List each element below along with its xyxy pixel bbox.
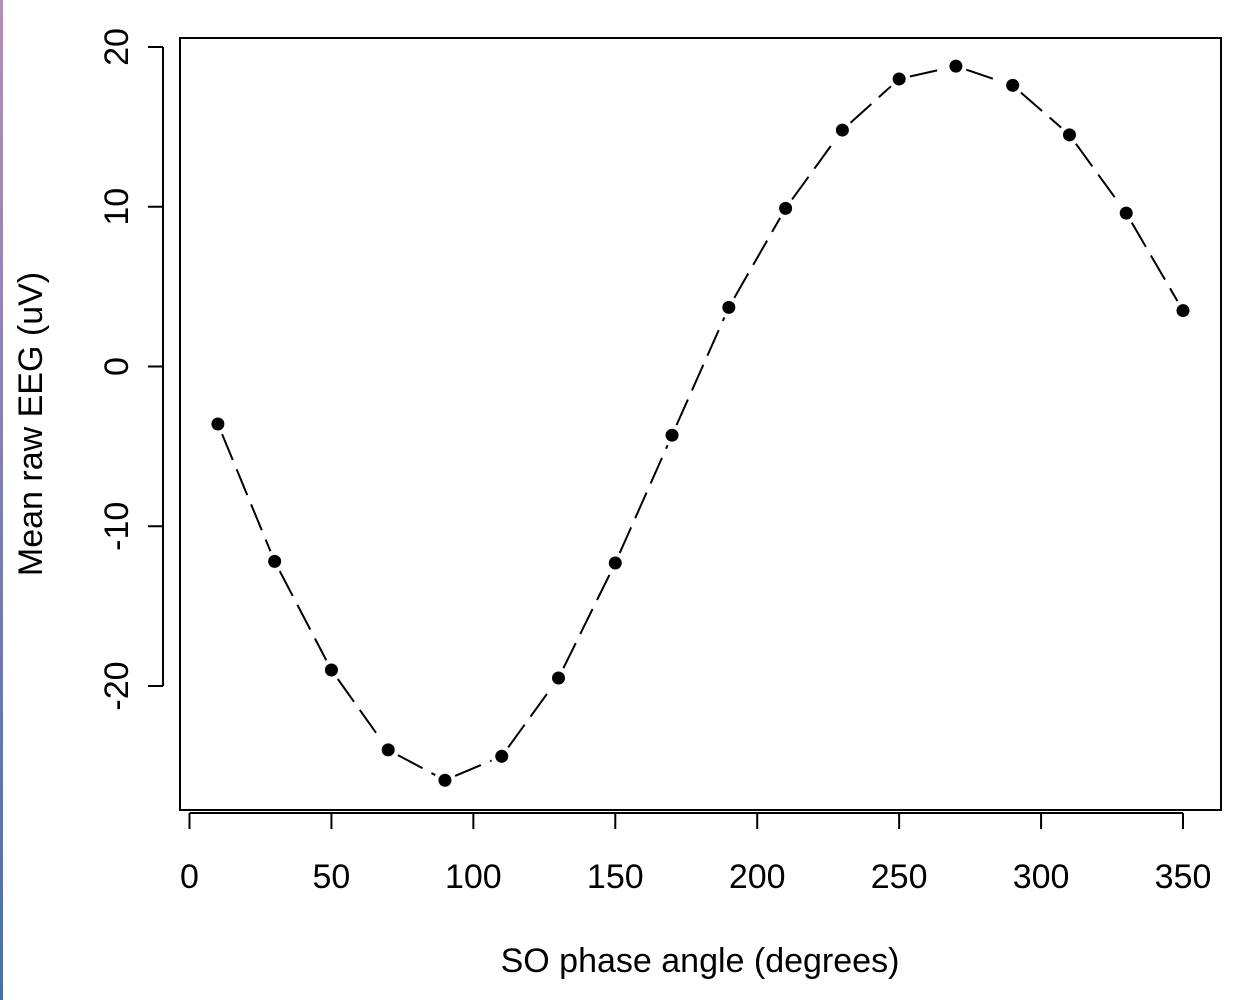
- x-axis-title: SO phase angle (degrees): [501, 942, 900, 980]
- x-axis: 0 50 100 150 200 250 300 350: [180, 812, 1212, 896]
- y-axis-title: Mean raw EEG (uV): [12, 272, 50, 576]
- data-point: [495, 749, 509, 763]
- x-tick-label: 200: [729, 858, 786, 896]
- series-segment: [278, 570, 328, 661]
- series-segment: [1020, 91, 1062, 129]
- data-point: [779, 201, 793, 215]
- data-point: [1006, 78, 1020, 92]
- y-tick-label: 10: [98, 188, 136, 226]
- data-point: [1062, 128, 1076, 142]
- series-segment: [966, 68, 1003, 83]
- y-tick-label: -20: [98, 661, 136, 710]
- y-tick-label: -10: [98, 502, 136, 551]
- data-point: [381, 743, 395, 757]
- x-tick-label: 300: [1013, 858, 1070, 896]
- x-tick-label: 0: [180, 858, 199, 896]
- series-segment: [675, 317, 726, 426]
- data-point: [1176, 304, 1190, 318]
- data-point: [949, 59, 963, 73]
- data-point: [268, 554, 282, 568]
- series-segment: [733, 217, 781, 299]
- series-segment: [507, 686, 553, 748]
- y-axis: -20 -10 0 10 20: [98, 28, 164, 711]
- x-tick-label: 150: [587, 858, 644, 896]
- x-tick-label: 100: [445, 858, 502, 896]
- data-point: [608, 556, 622, 570]
- x-tick-label: 50: [313, 858, 351, 896]
- series-segment: [1130, 222, 1179, 302]
- series-segment: [221, 433, 272, 552]
- series-segment: [909, 67, 946, 78]
- x-tick-label: 250: [871, 858, 928, 896]
- data-point: [211, 417, 225, 431]
- data-point: [552, 671, 566, 685]
- data-points: [211, 59, 1190, 787]
- data-point: [1119, 206, 1133, 220]
- series-line: [221, 67, 1179, 777]
- series-segment: [1075, 143, 1121, 205]
- data-point: [438, 773, 452, 787]
- data-point: [324, 663, 338, 677]
- series-segment: [454, 759, 492, 777]
- y-tick-label: 0: [98, 357, 136, 376]
- data-point: [892, 72, 906, 86]
- series-segment: [849, 85, 892, 124]
- series-segment: [397, 754, 436, 776]
- window-edge-strip: [0, 0, 3, 1000]
- plot-frame: [179, 37, 1222, 811]
- data-point: [835, 123, 849, 137]
- series-segment: [791, 138, 837, 201]
- data-point: [665, 428, 679, 442]
- series-segment: [562, 572, 612, 669]
- series-segment: [618, 444, 669, 554]
- y-tick-label: 20: [98, 28, 136, 66]
- data-point: [722, 300, 736, 314]
- series-segment: [336, 678, 383, 742]
- x-tick-label: 350: [1155, 858, 1212, 896]
